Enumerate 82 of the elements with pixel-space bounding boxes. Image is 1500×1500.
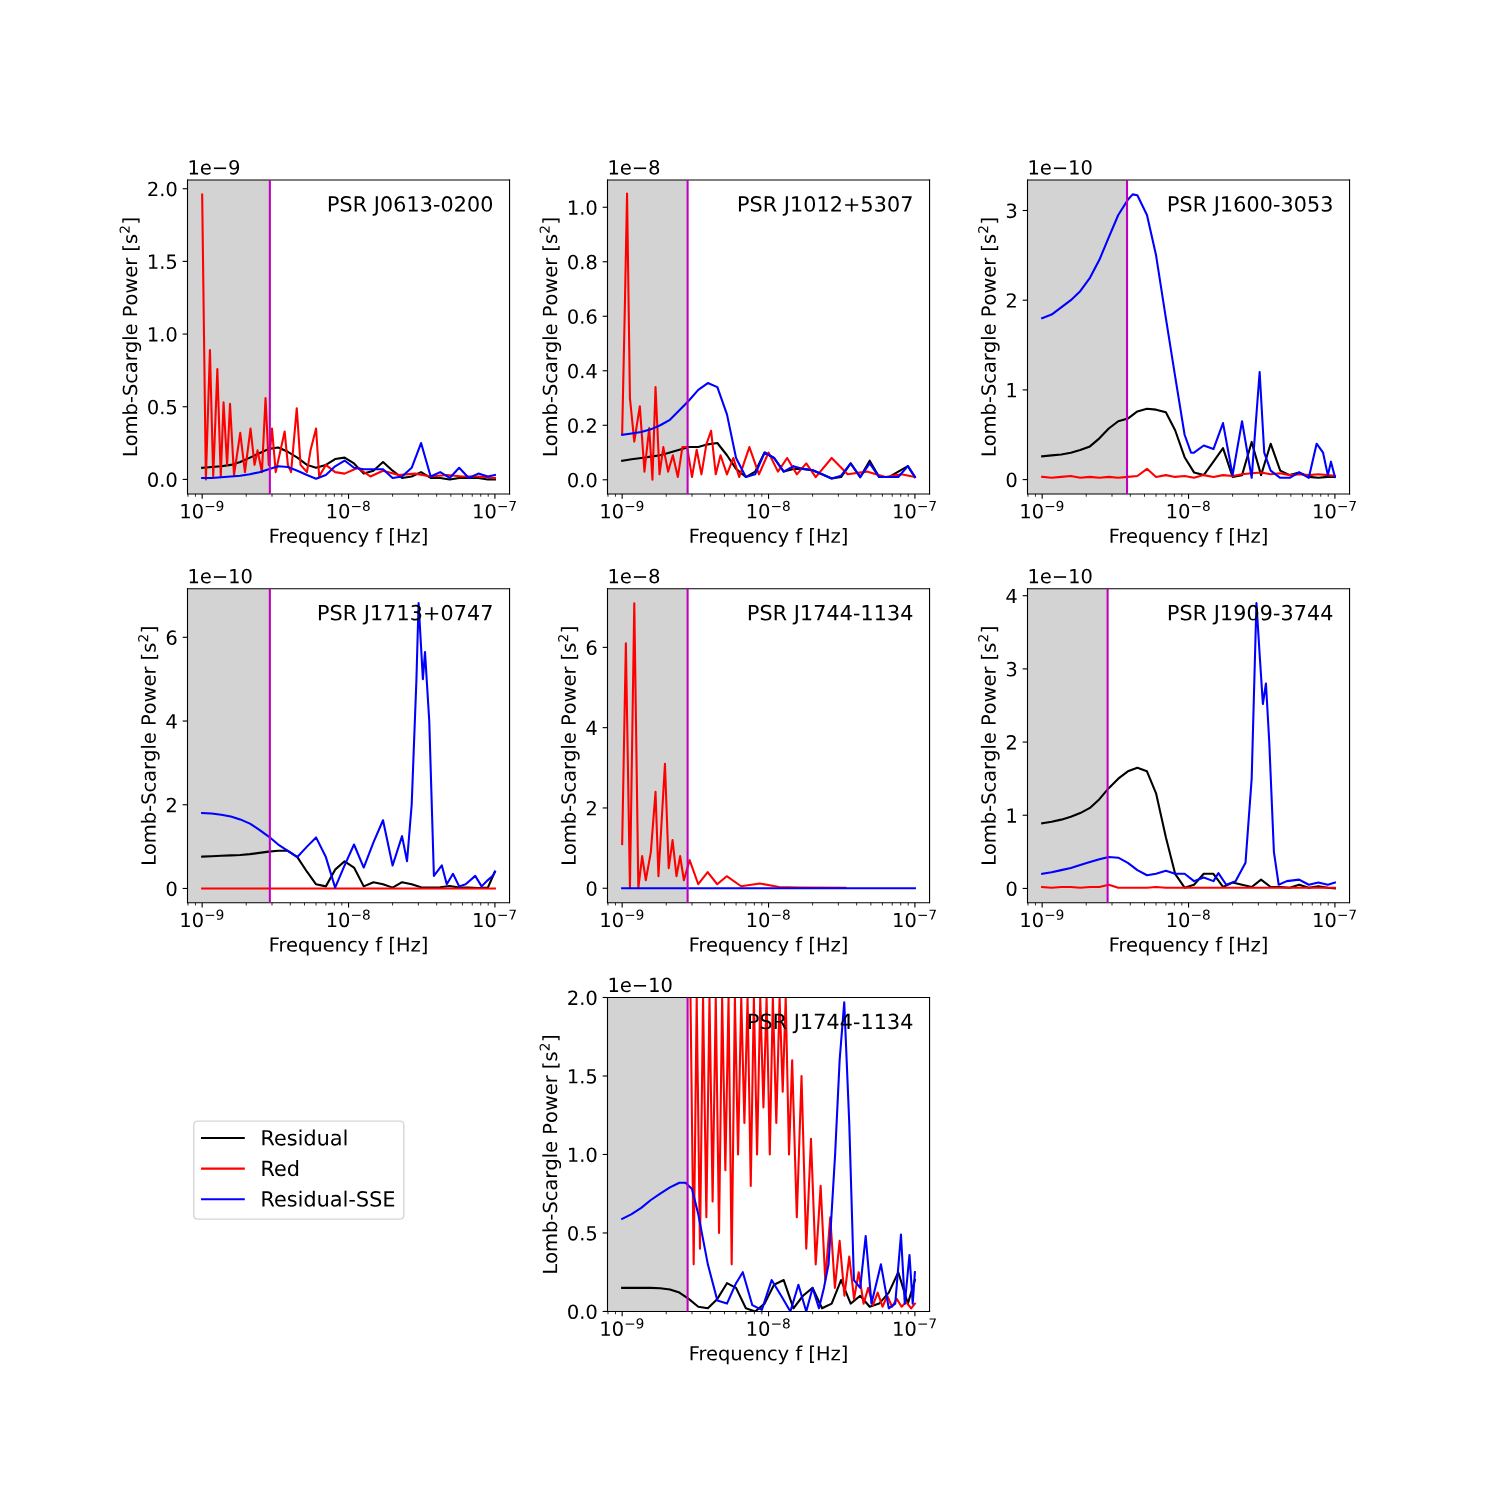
x-tick-label: 10$^{−8}$ bbox=[747, 500, 790, 519]
y-tick-label: 2 bbox=[1006, 735, 1016, 750]
y-tick-label: 2.0 bbox=[148, 181, 177, 197]
text: 1e−8 bbox=[609, 568, 660, 584]
y-tick-label: 0.0 bbox=[148, 472, 177, 488]
x-tick-label: 10$^{−9}$ bbox=[1021, 500, 1064, 519]
y-tick-label: 4 bbox=[166, 714, 177, 729]
y-tick-label: 0.0 bbox=[568, 472, 597, 488]
y-tick-label: 1.0 bbox=[148, 327, 177, 342]
y-tick-label: 1 bbox=[1007, 808, 1016, 823]
x-axis-title: Frequency f [Hz] bbox=[270, 528, 427, 547]
x-tick-label: 10$^{−9}$ bbox=[1021, 909, 1064, 928]
y-tick-label: 6 bbox=[586, 640, 597, 656]
text: 1e−10 bbox=[1029, 568, 1092, 584]
text: 1e−9 bbox=[189, 159, 240, 175]
x-tick-label: 10$^{−7}$ bbox=[474, 500, 516, 519]
legend-label: Red bbox=[262, 1160, 299, 1177]
x-tick-label: 10$^{−9}$ bbox=[601, 1318, 644, 1337]
y-axis-title: Lomb-Scargle Power [s$^{2}$] bbox=[119, 218, 142, 456]
x-axis-title: Frequency f [Hz] bbox=[270, 936, 427, 956]
y-tick-label: 4 bbox=[586, 720, 597, 736]
y-tick-label: 0 bbox=[166, 881, 177, 897]
y-tick-label: 2 bbox=[1006, 293, 1016, 308]
text: PSR J1012+5307 bbox=[738, 196, 912, 216]
y-tick-label: 2.0 bbox=[568, 990, 597, 1006]
y-axis-title: Lomb-Scargle Power [s$^{2}$] bbox=[558, 627, 580, 864]
x-tick-label: 10$^{−9}$ bbox=[181, 500, 224, 519]
text: 1e−8 bbox=[609, 159, 660, 175]
y-tick-label: 0.2 bbox=[568, 418, 596, 433]
y-tick-label: 2 bbox=[586, 800, 596, 816]
y-axis-title: Lomb-Scargle Power [s$^{2}$] bbox=[539, 1036, 562, 1273]
x-tick-label: 10$^{−9}$ bbox=[181, 909, 224, 928]
x-axis-title: Frequency f [Hz] bbox=[690, 1345, 847, 1365]
x-tick-label: 10$^{−9}$ bbox=[601, 909, 644, 928]
legend-label: Residual bbox=[262, 1129, 347, 1146]
text: 1e−10 bbox=[609, 977, 672, 993]
text: PSR J1600-3053 bbox=[1168, 196, 1332, 216]
y-tick-label: 4 bbox=[1006, 588, 1017, 604]
y-axis-title: Lomb-Scargle Power [s$^{2}$] bbox=[138, 627, 160, 864]
x-tick-label: 10$^{−7}$ bbox=[894, 500, 936, 519]
x-tick-label: 10$^{−8}$ bbox=[1167, 500, 1210, 519]
x-tick-label: 10$^{−9}$ bbox=[601, 500, 644, 519]
y-axis-title: Lomb-Scargle Power [s$^{2}$] bbox=[978, 218, 1000, 456]
text: PSR J0613-0200 bbox=[328, 196, 493, 216]
x-axis-title: Frequency f [Hz] bbox=[1110, 528, 1267, 547]
y-axis-title: Lomb-Scargle Power [s$^{2}$] bbox=[539, 218, 562, 456]
x-tick-label: 10$^{−8}$ bbox=[327, 909, 370, 928]
legend-label: Residual-SSE bbox=[262, 1190, 395, 1207]
y-tick-label: 0 bbox=[1006, 472, 1017, 488]
x-tick-label: 10$^{−7}$ bbox=[474, 909, 516, 928]
y-tick-label: 0 bbox=[1006, 881, 1017, 897]
y-tick-label: 1.5 bbox=[568, 1069, 597, 1084]
y-tick-label: 3 bbox=[1006, 661, 1017, 677]
y-tick-label: 2 bbox=[166, 797, 176, 813]
y-tick-label: 0.8 bbox=[568, 254, 597, 270]
y-tick-label: 0.5 bbox=[568, 1225, 597, 1241]
x-tick-label: 10$^{−7}$ bbox=[1314, 909, 1356, 928]
y-tick-label: 1 bbox=[1007, 383, 1016, 398]
x-tick-label: 10$^{−8}$ bbox=[327, 500, 370, 519]
x-axis-title: Frequency f [Hz] bbox=[690, 528, 847, 547]
y-tick-label: 1.0 bbox=[568, 1147, 597, 1163]
y-tick-label: 3 bbox=[1006, 203, 1017, 219]
y-tick-label: 0 bbox=[586, 881, 597, 896]
y-tick-label: 0.5 bbox=[148, 399, 177, 415]
y-tick-label: 0.6 bbox=[568, 309, 597, 324]
y-axis-title: Lomb-Scargle Power [s$^{2}$] bbox=[978, 627, 1000, 864]
y-tick-label: 0.0 bbox=[568, 1304, 597, 1320]
x-tick-label: 10$^{−7}$ bbox=[1314, 500, 1356, 519]
y-tick-label: 0.4 bbox=[568, 363, 597, 379]
x-tick-label: 10$^{−8}$ bbox=[1167, 909, 1210, 928]
x-tick-label: 10$^{−7}$ bbox=[894, 1318, 936, 1337]
text: 1e−10 bbox=[189, 568, 252, 584]
x-axis-title: Frequency f [Hz] bbox=[1110, 936, 1267, 956]
y-tick-label: 1.5 bbox=[148, 254, 177, 270]
x-tick-label: 10$^{−7}$ bbox=[894, 909, 936, 928]
y-tick-label: 6 bbox=[166, 630, 177, 645]
x-tick-label: 10$^{−8}$ bbox=[747, 909, 790, 928]
text: PSR J1744-1134 bbox=[748, 604, 913, 625]
x-tick-label: 10$^{−8}$ bbox=[747, 1318, 790, 1337]
text: 1e−10 bbox=[1029, 159, 1092, 175]
y-tick-label: 1.0 bbox=[568, 200, 597, 215]
x-axis-title: Frequency f [Hz] bbox=[690, 936, 847, 956]
